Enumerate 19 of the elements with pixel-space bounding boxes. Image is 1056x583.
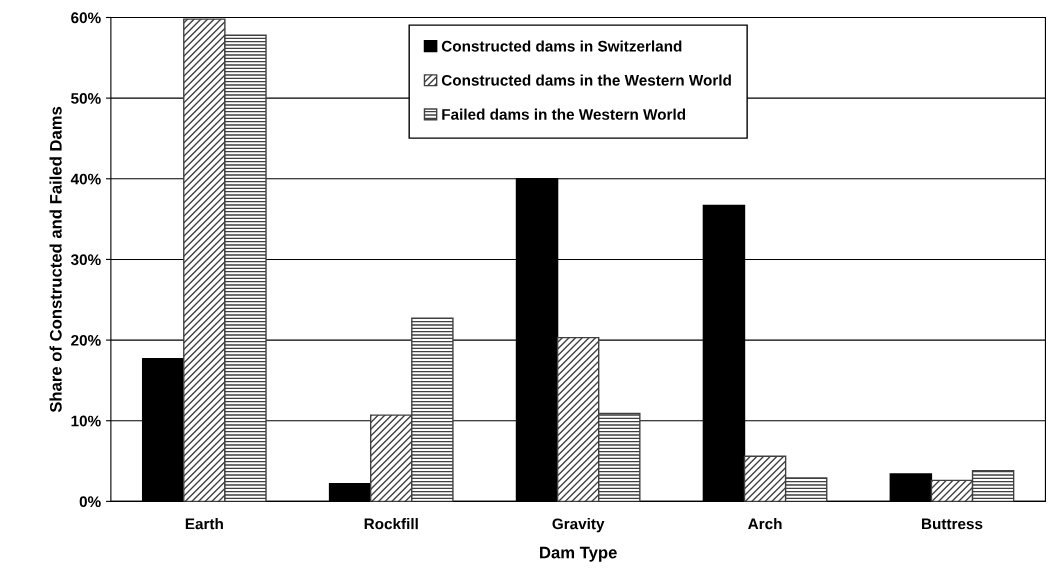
bar <box>328 482 372 502</box>
y-tick-label: 60% <box>71 12 101 24</box>
x-tick-label: Buttress <box>922 518 983 530</box>
x-axis-title: Dam Type <box>540 546 617 562</box>
y-tick-label: 0% <box>79 496 101 508</box>
y-tick-label: 30% <box>70 254 101 266</box>
x-tick-label: Earth <box>185 518 223 530</box>
y-tick-label: 10% <box>71 415 101 427</box>
x-tick-label: Gravity <box>552 518 605 533</box>
y-tick-label: 20% <box>71 334 101 346</box>
legend-label: Constructed dams in the Western World <box>441 74 731 86</box>
x-tick-label: Arch <box>748 518 782 530</box>
legend-label: Failed dams in the Western World <box>442 108 686 120</box>
y-tick-label: 40% <box>70 173 101 185</box>
y-tick-label: 50% <box>71 93 101 104</box>
legend-label: Constructed dams in Switzerland <box>441 40 682 52</box>
y-axis-title: Share of Constructed and Failed Dams <box>49 106 62 413</box>
x-tick-label: Rockfill <box>364 518 418 530</box>
bar <box>889 473 933 502</box>
